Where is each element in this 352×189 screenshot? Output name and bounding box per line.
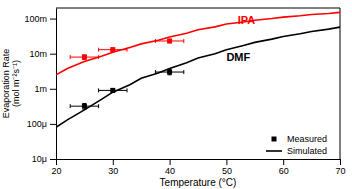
y-axis-title: Evaporation Rate(mol m⁻²s⁻¹) — [1, 49, 21, 119]
axis-line — [56, 9, 57, 160]
tick-mark — [50, 19, 56, 20]
error-bar-x — [155, 70, 183, 74]
error-bar-x — [70, 104, 98, 108]
tick: 1m — [34, 84, 56, 94]
tick-mark — [50, 159, 56, 160]
error-bar-x — [99, 48, 127, 52]
tick: 40 — [165, 159, 175, 176]
tick-label: 1m — [34, 84, 47, 94]
tick-label: 40 — [165, 166, 175, 176]
y-axis: 10μ 100μ 1m 10m 100m — [24, 9, 56, 165]
tick-mark — [50, 54, 56, 55]
tick: 50 — [222, 159, 232, 176]
legend-swatch — [266, 150, 282, 152]
legend-item: Simulated — [266, 146, 327, 156]
tick-mark — [283, 159, 284, 165]
marker — [82, 55, 87, 60]
tick: 30 — [108, 159, 118, 176]
plot: 20 30 40 50 60 70 10μ 100μ 1m 10m 100m IPA DMF Measur… — [24, 8, 345, 176]
legend-item: Measured — [272, 134, 328, 144]
tick-mark — [56, 159, 57, 165]
x-axis: 20 30 40 50 60 70 — [51, 159, 345, 176]
frame-right — [340, 8, 341, 159]
marker — [167, 38, 172, 43]
data — [56, 12, 340, 127]
tick-label: 30 — [108, 166, 118, 176]
tick-label: 20 — [51, 166, 61, 176]
tick-label: 50 — [222, 166, 232, 176]
marker — [110, 88, 115, 93]
annotation: DMF — [226, 51, 250, 63]
x-axis-title: Temperature (°C) — [160, 177, 237, 188]
error-bar — [82, 55, 86, 60]
marker — [110, 47, 115, 52]
legend-swatch — [272, 137, 277, 142]
tick: 10m — [29, 49, 56, 59]
tick-mark — [340, 159, 341, 165]
legend-label: Measured — [287, 134, 327, 144]
tick-mark — [226, 159, 227, 165]
error-bar — [111, 48, 115, 52]
line — [56, 12, 340, 74]
axis-line — [57, 159, 341, 160]
annotation: IPA — [238, 14, 256, 26]
tick-label: 10m — [29, 49, 47, 59]
tick-label: 10μ — [32, 154, 47, 164]
tick: 70 — [335, 159, 345, 176]
error-bar — [168, 39, 172, 42]
tick: 60 — [279, 159, 289, 176]
error-bar-x — [70, 55, 98, 59]
tick-mark — [170, 159, 171, 165]
tick-label: 100m — [24, 14, 47, 24]
error-bar-x — [155, 39, 183, 43]
tick: 20 — [51, 159, 61, 176]
frame-top — [56, 8, 340, 9]
error-bar — [111, 88, 115, 92]
tick-mark — [50, 124, 56, 125]
error-bar — [82, 104, 86, 110]
legend: Measured Simulated — [266, 134, 327, 156]
tick-mark — [113, 159, 114, 165]
tick: 10μ — [32, 154, 56, 164]
chart: 20 30 40 50 60 70 10μ 100μ 1m 10m 100m IPA DMF Measur… — [0, 0, 352, 189]
error-bar-x — [99, 88, 127, 92]
line — [56, 27, 340, 127]
marker — [82, 104, 87, 109]
tick: 100μ — [27, 119, 56, 129]
tick-label: 100μ — [27, 119, 47, 129]
error-bar — [168, 70, 172, 75]
tick: 100m — [24, 14, 56, 24]
tick-mark — [50, 89, 56, 90]
tick-label: 60 — [279, 166, 289, 176]
legend-label: Simulated — [287, 146, 327, 156]
marker — [167, 70, 172, 75]
tick-label: 70 — [335, 166, 345, 176]
